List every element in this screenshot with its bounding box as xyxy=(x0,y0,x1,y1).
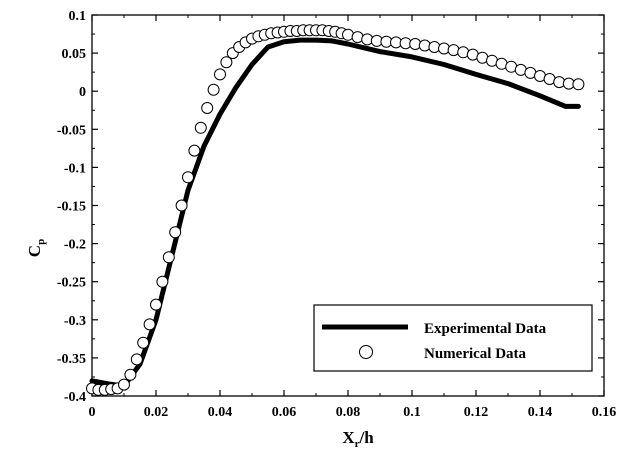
legend-label-numerical: Numerical Data xyxy=(424,346,527,362)
data-point-numerical xyxy=(182,171,194,184)
y-tick-label: 0 xyxy=(79,85,86,100)
x-tick-label: 0.14 xyxy=(528,405,553,420)
data-point-numerical xyxy=(118,378,130,391)
data-point-numerical xyxy=(124,368,137,381)
x-tick-label: 0.16 xyxy=(592,405,617,420)
data-point-numerical xyxy=(207,83,220,96)
data-point-numerical xyxy=(143,318,156,331)
y-tick-label: -0.4 xyxy=(64,390,86,405)
data-point-numerical xyxy=(194,121,207,134)
x-tick-label: 0.08 xyxy=(336,405,361,420)
data-point-numerical xyxy=(137,336,150,349)
y-tick-label: -0.1 xyxy=(64,161,86,176)
y-tick-label: -0.3 xyxy=(64,314,86,329)
y-tick-label: -0.2 xyxy=(64,238,86,253)
y-tick-label: -0.35 xyxy=(57,352,86,367)
legend-box xyxy=(313,304,593,372)
data-point-numerical xyxy=(156,275,169,288)
x-axis-title: Xr/h xyxy=(342,428,374,450)
y-tick-label: 0.1 xyxy=(69,9,87,24)
x-tick-label: 0.04 xyxy=(208,405,233,420)
legend-label-experimental: Experimental Data xyxy=(424,321,547,337)
x-tick-label: 0.06 xyxy=(272,405,297,420)
x-tick-label: 0 xyxy=(89,405,96,420)
data-point-numerical xyxy=(214,68,226,81)
y-axis-title: Cp xyxy=(25,239,47,257)
data-point-numerical xyxy=(572,78,585,91)
data-point-numerical xyxy=(220,56,233,69)
data-point-numerical xyxy=(175,199,188,212)
x-tick-label: 0.1 xyxy=(403,405,421,420)
x-tick-label: 0.02 xyxy=(144,405,169,420)
data-point-numerical xyxy=(130,353,143,366)
data-point-numerical xyxy=(169,226,182,239)
data-point-numerical xyxy=(188,144,201,157)
y-tick-label: 0.05 xyxy=(62,47,87,62)
data-point-numerical xyxy=(162,251,175,264)
legend-circle-numerical-symbol xyxy=(359,345,373,359)
y-tick-label: -0.05 xyxy=(57,123,86,138)
y-tick-label: -0.25 xyxy=(57,276,86,291)
plot-area: 0 0.02 0.04 0.06 0.08 0.1 0.12 0.14 0.16 0.1 0.05 0… xyxy=(57,9,616,420)
data-point-numerical xyxy=(201,102,214,114)
data-point-numerical xyxy=(150,298,162,311)
x-tick-label: 0.12 xyxy=(464,405,489,420)
y-tick-label: -0.15 xyxy=(57,200,86,215)
